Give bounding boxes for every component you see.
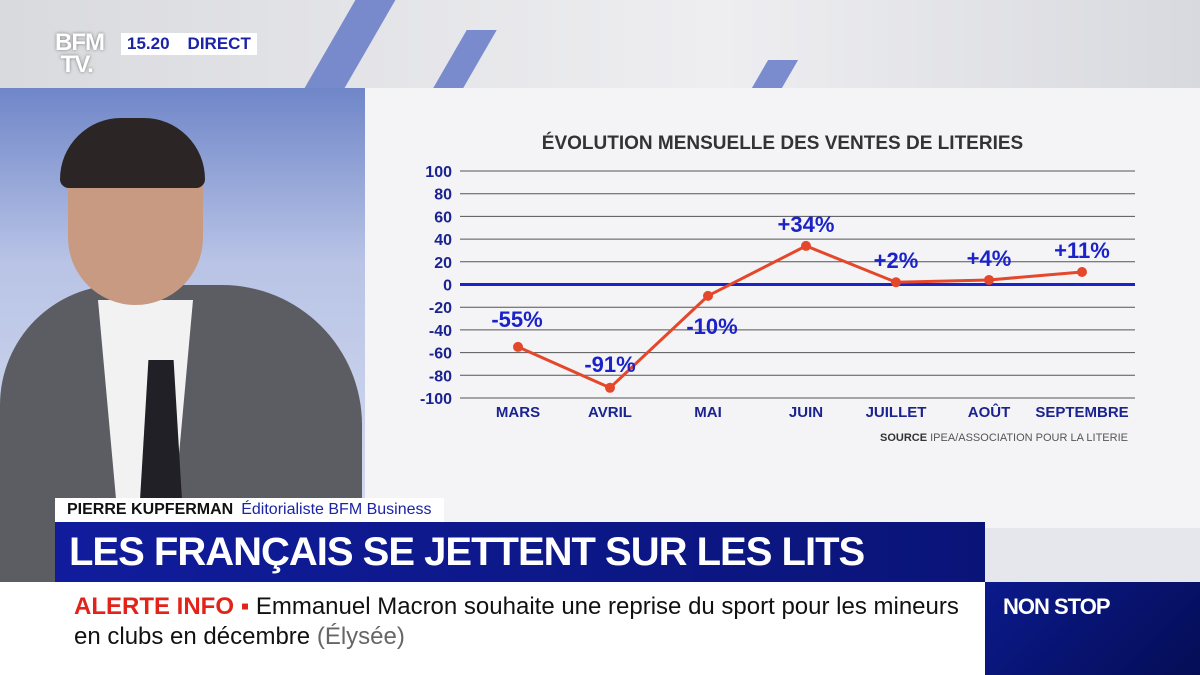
data-point — [801, 240, 811, 251]
chart-source: SOURCE IPEA/ASSOCIATION POUR LA LITERIE — [880, 432, 1128, 444]
data-point — [703, 290, 713, 301]
headline-banner: LES FRANÇAIS SE JETTENT SUR LES LITS — [55, 522, 985, 582]
data-point — [513, 341, 523, 352]
x-tick-label: MARS — [496, 404, 540, 421]
data-label: -55% — [491, 307, 542, 332]
data-point — [891, 277, 901, 288]
y-tick-label: 100 — [425, 164, 452, 181]
y-tick-label: 20 — [434, 255, 452, 272]
y-tick-label: -20 — [429, 300, 452, 317]
live-label: DIRECT — [187, 34, 251, 53]
alert-label: ALERTE INFO ▪ — [74, 593, 250, 620]
y-tick-label: 40 — [434, 232, 452, 249]
presenter-hair — [60, 118, 205, 188]
y-tick-label: -60 — [429, 346, 452, 363]
x-tick-label: SEPTEMBRE — [1035, 404, 1128, 421]
alert-text: Emmanuel Macron souhaite une reprise du … — [74, 593, 959, 650]
y-tick-label: 0 — [443, 278, 452, 295]
program-badge: NON STOP — [985, 582, 1200, 675]
x-tick-label: JUIN — [789, 404, 823, 421]
x-tick-label: MAI — [694, 404, 722, 421]
alert-source: (Élysée) — [316, 623, 405, 650]
y-tick-label: 60 — [434, 209, 452, 226]
data-point — [605, 382, 615, 393]
chart-panel — [365, 88, 1200, 528]
guest-name: PIERRE KUPFERMAN — [67, 501, 234, 518]
name-strip: PIERRE KUPFERMAN Éditorialiste BFM Busin… — [55, 498, 444, 522]
data-label: +4% — [967, 246, 1012, 271]
bfmtv-logo: BFM TV. — [55, 29, 105, 78]
data-label: -91% — [584, 352, 635, 377]
y-tick-label: 80 — [434, 187, 452, 204]
x-tick-label: AOÛT — [968, 403, 1011, 421]
y-tick-label: -100 — [420, 391, 452, 408]
data-label: +11% — [1054, 238, 1110, 263]
clock: 15.20 — [127, 34, 170, 53]
y-tick-label: -80 — [429, 368, 452, 385]
source-text: IPEA/ASSOCIATION POUR LA LITERIE — [930, 432, 1128, 444]
guest-role: Éditorialiste BFM Business — [241, 501, 432, 518]
x-tick-label: AVRIL — [588, 404, 632, 421]
data-point — [984, 274, 994, 285]
data-label: +2% — [874, 248, 919, 273]
data-label: -10% — [686, 314, 737, 339]
source-label: SOURCE — [880, 432, 928, 444]
news-ticker: ALERTE INFO ▪ Emmanuel Macron souhaite u… — [0, 582, 985, 675]
chart-title: ÉVOLUTION MENSUELLE DES VENTES DE LITERI… — [541, 133, 1024, 154]
x-tick-label: JUILLET — [866, 404, 927, 421]
y-tick-label: -40 — [429, 323, 452, 340]
live-badge: 15.20 DIRECT — [121, 33, 257, 55]
data-point — [1077, 267, 1087, 278]
data-label: +34% — [778, 212, 835, 237]
